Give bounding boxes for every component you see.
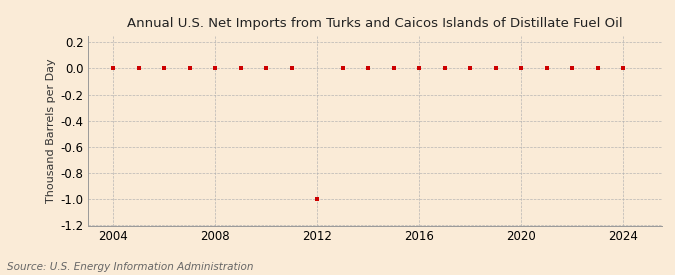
Point bbox=[134, 66, 144, 71]
Point bbox=[439, 66, 450, 71]
Point bbox=[159, 66, 169, 71]
Point bbox=[210, 66, 221, 71]
Point bbox=[618, 66, 628, 71]
Point bbox=[541, 66, 552, 71]
Point bbox=[465, 66, 476, 71]
Point bbox=[312, 197, 323, 202]
Y-axis label: Thousand Barrels per Day: Thousand Barrels per Day bbox=[47, 58, 56, 203]
Point bbox=[593, 66, 603, 71]
Point bbox=[567, 66, 578, 71]
Point bbox=[490, 66, 501, 71]
Text: Source: U.S. Energy Information Administration: Source: U.S. Energy Information Administ… bbox=[7, 262, 253, 272]
Point bbox=[414, 66, 425, 71]
Point bbox=[236, 66, 246, 71]
Point bbox=[261, 66, 271, 71]
Point bbox=[388, 66, 399, 71]
Point bbox=[286, 66, 297, 71]
Point bbox=[108, 66, 119, 71]
Point bbox=[338, 66, 348, 71]
Point bbox=[363, 66, 374, 71]
Point bbox=[184, 66, 195, 71]
Point bbox=[516, 66, 526, 71]
Title: Annual U.S. Net Imports from Turks and Caicos Islands of Distillate Fuel Oil: Annual U.S. Net Imports from Turks and C… bbox=[127, 17, 622, 31]
